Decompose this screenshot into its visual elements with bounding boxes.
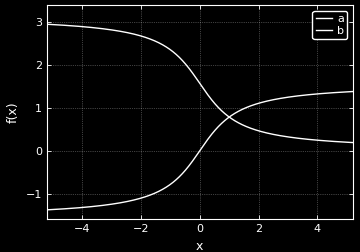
b xyxy=(45,23,49,26)
a xyxy=(351,90,355,93)
a xyxy=(285,96,290,99)
b xyxy=(285,135,290,138)
a xyxy=(342,90,346,93)
a xyxy=(60,207,64,210)
Line: a: a xyxy=(47,91,353,210)
a xyxy=(45,208,49,211)
X-axis label: x: x xyxy=(196,240,203,252)
b xyxy=(185,65,190,68)
Y-axis label: f(x): f(x) xyxy=(7,101,20,123)
Line: b: b xyxy=(47,24,353,143)
b xyxy=(193,76,198,79)
b xyxy=(342,141,346,144)
b xyxy=(60,24,64,27)
Legend: a, b: a, b xyxy=(312,11,347,40)
a xyxy=(193,155,198,158)
b xyxy=(351,141,355,144)
a xyxy=(185,166,190,169)
b xyxy=(342,141,346,144)
a xyxy=(342,90,346,93)
